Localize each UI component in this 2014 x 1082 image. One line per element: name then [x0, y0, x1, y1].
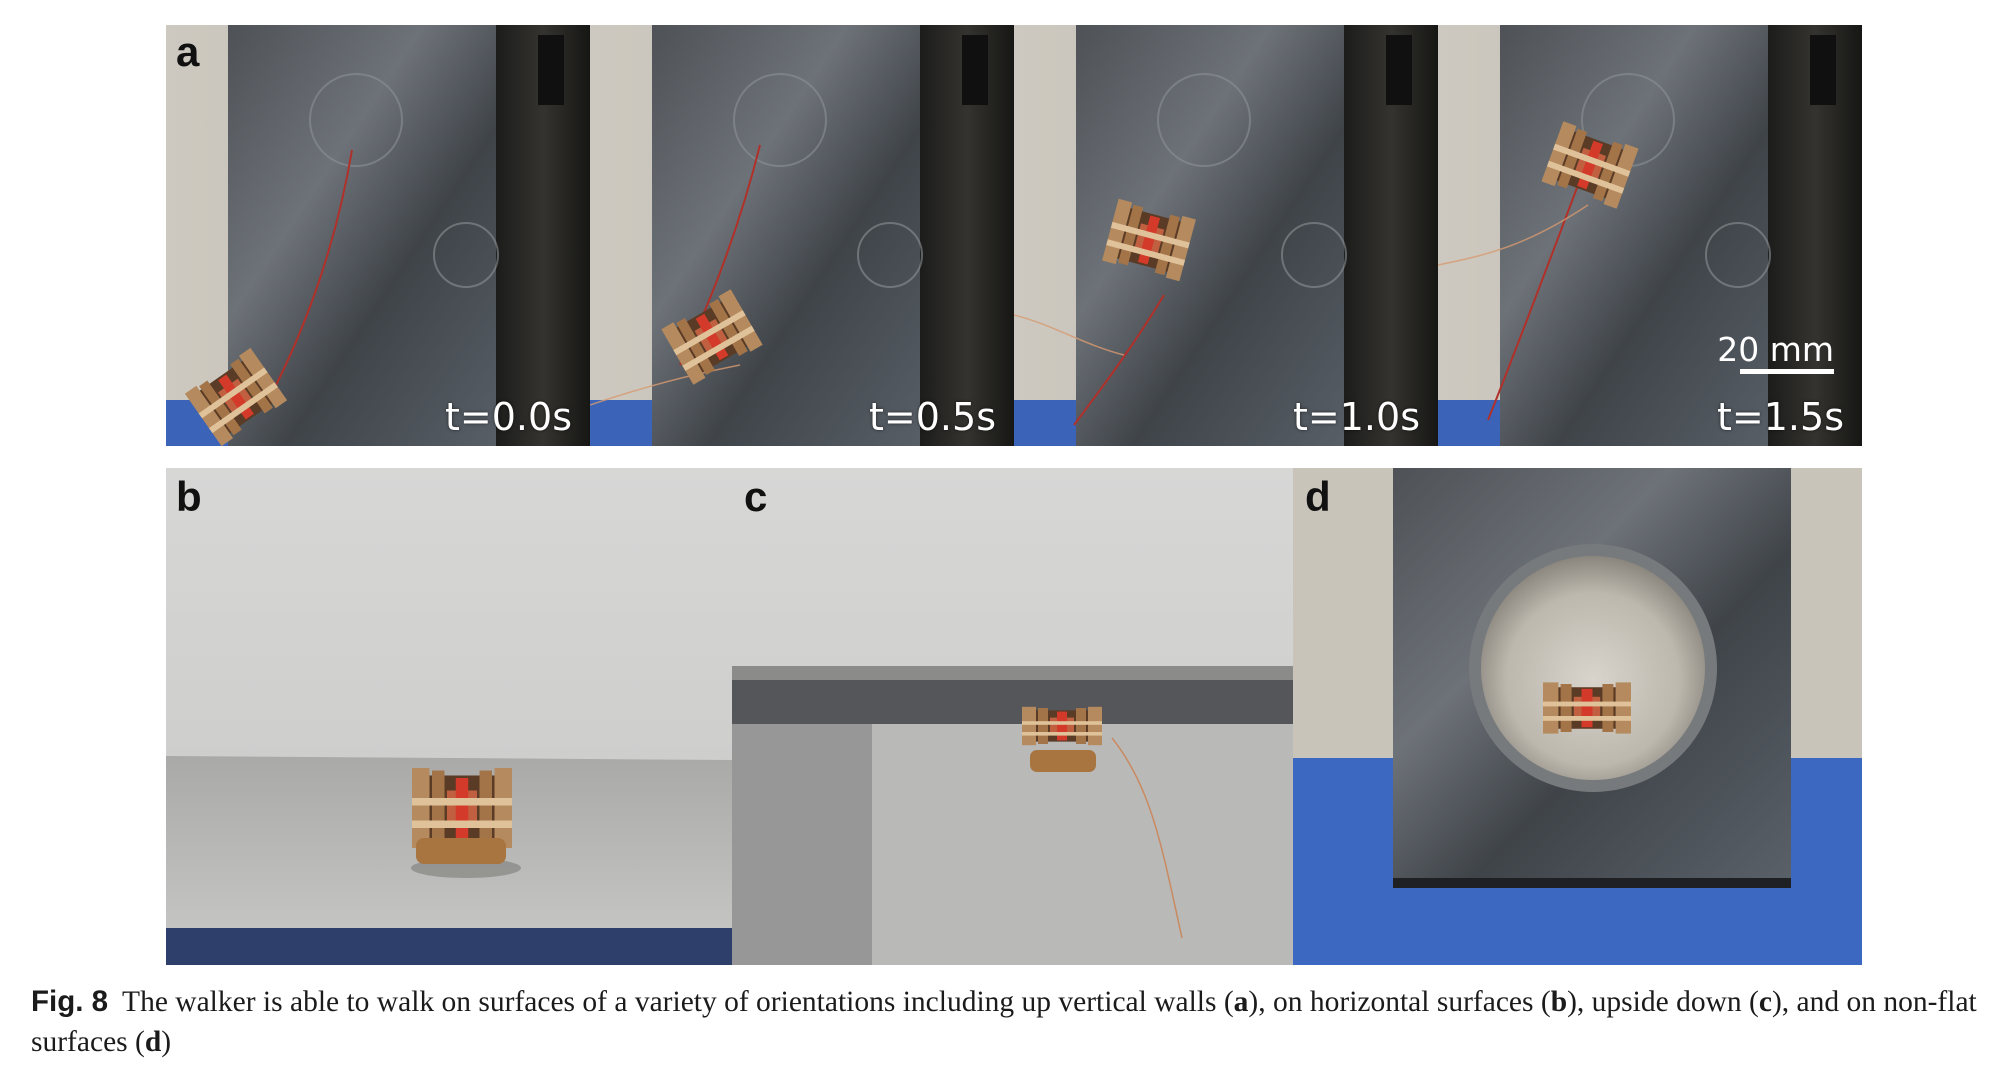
panel-a-frame-4: 20 mm t=1.5s	[1438, 25, 1862, 446]
panel-d: d	[1293, 468, 1862, 965]
frame-time-label: t=1.0s	[1293, 395, 1420, 439]
scale-bar	[1740, 369, 1834, 374]
panel-a-frame-1: a t=0.0s	[166, 25, 590, 446]
frame-time-label: t=1.5s	[1717, 395, 1844, 439]
panel-a-frame-3: t=1.0s	[1014, 25, 1438, 446]
caption-ref-d: d	[144, 1026, 162, 1058]
frame-time-label: t=0.0s	[445, 395, 572, 439]
frame-time-label: t=0.5s	[869, 395, 996, 439]
panel-d-label: d	[1305, 473, 1331, 520]
panel-b: b	[166, 468, 732, 965]
figure-number: Fig. 8	[31, 985, 109, 1018]
caption-text: ), and on non-flat surfaces (	[31, 986, 1977, 1058]
caption-ref-c: c	[1758, 986, 1772, 1018]
panel-a-label: a	[176, 28, 200, 75]
panel-c-label: c	[744, 473, 768, 520]
caption-ref-a: a	[1233, 986, 1249, 1018]
panel-b-label: b	[176, 473, 202, 520]
panel-c: c	[732, 468, 1293, 965]
caption-text: ), on horizontal surfaces (	[1248, 986, 1551, 1018]
caption-text: ), upside down (	[1567, 986, 1759, 1018]
caption-text: )	[161, 1026, 172, 1058]
figure-caption: Fig. 8 The walker is able to walk on surf…	[31, 982, 2006, 1062]
caption-ref-b: b	[1550, 986, 1568, 1018]
scale-bar-label: 20 mm	[1717, 330, 1834, 369]
caption-text: The walker is able to walk on surfaces o…	[122, 986, 1234, 1018]
panel-a-frame-2: t=0.5s	[590, 25, 1014, 446]
